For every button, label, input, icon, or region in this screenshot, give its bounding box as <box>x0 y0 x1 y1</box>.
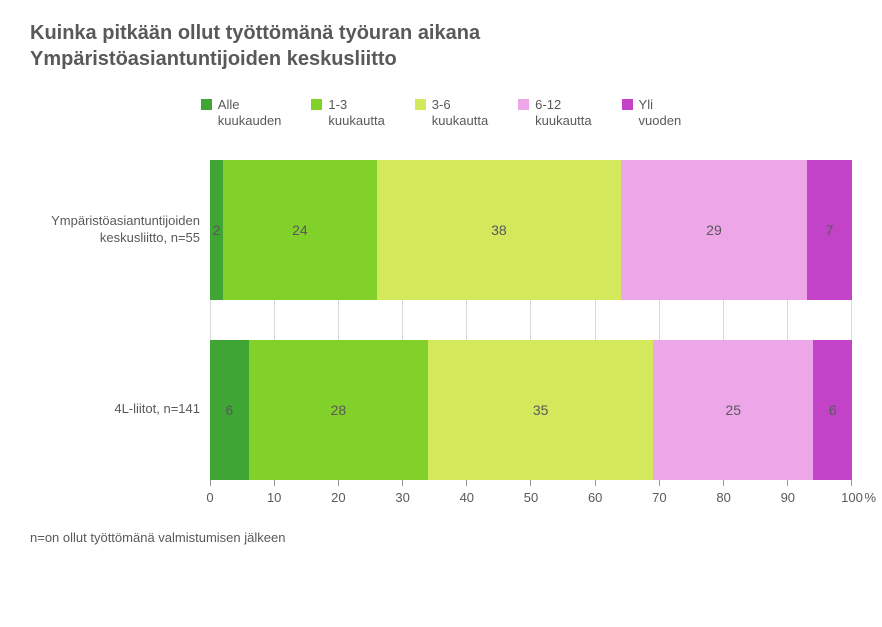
bar-segment: 24 <box>223 160 377 300</box>
legend-label: 6-12kuukautta <box>535 97 591 130</box>
x-tick-label: 90 <box>781 490 795 505</box>
legend-swatch <box>201 99 212 110</box>
legend-label: Allekuukauden <box>218 97 282 130</box>
bar-segment: 7 <box>807 160 852 300</box>
x-axis: % 0102030405060708090100 <box>30 490 852 510</box>
bar-row: 22438297 <box>210 160 852 300</box>
x-tick-label: 70 <box>652 490 666 505</box>
title-line-2: Ympäristöasiantuntijoiden keskusliitto <box>30 46 852 72</box>
tick-mark <box>787 480 788 486</box>
x-tick-labels: % 0102030405060708090100 <box>210 490 852 510</box>
footnote: n=on ollut työttömänä valmistumisen jälk… <box>30 530 852 545</box>
x-axis-unit: % <box>864 490 876 505</box>
bar-segment: 28 <box>249 340 429 480</box>
legend-item: 3-6kuukautta <box>415 97 488 130</box>
legend-item: Ylivuoden <box>622 97 682 130</box>
tick-mark <box>851 480 852 486</box>
bars-container: 2243829762835256 <box>210 160 852 480</box>
title-line-1: Kuinka pitkään ollut työttömänä työuran … <box>30 20 852 46</box>
legend-label: Ylivuoden <box>639 97 682 130</box>
bar-segment: 35 <box>428 340 653 480</box>
bar-row: 62835256 <box>210 340 852 480</box>
legend-swatch <box>622 99 633 110</box>
x-tick-label: 80 <box>716 490 730 505</box>
plot-area: 2243829762835256 <box>210 160 852 480</box>
legend-swatch <box>311 99 322 110</box>
x-tick-label: 0 <box>206 490 213 505</box>
tick-mark <box>466 480 467 486</box>
category-label: 4L-liitot, n=141 <box>30 340 210 480</box>
tick-marks <box>210 480 852 486</box>
tick-mark <box>723 480 724 486</box>
x-tick-label: 60 <box>588 490 602 505</box>
tick-mark <box>530 480 531 486</box>
legend-label: 1-3kuukautta <box>328 97 384 130</box>
tick-mark <box>274 480 275 486</box>
x-tick-label: 30 <box>395 490 409 505</box>
tick-mark <box>210 480 211 486</box>
tick-mark <box>338 480 339 486</box>
bar-segment: 25 <box>653 340 814 480</box>
bar-segment: 6 <box>813 340 852 480</box>
legend-swatch <box>415 99 426 110</box>
legend-label: 3-6kuukautta <box>432 97 488 130</box>
bar-segment: 38 <box>377 160 621 300</box>
category-label: Ympäristöasiantuntijoidenkeskusliitto, n… <box>30 160 210 300</box>
chart-area: Ympäristöasiantuntijoidenkeskusliitto, n… <box>30 160 852 480</box>
x-tick-label: 20 <box>331 490 345 505</box>
tick-mark <box>595 480 596 486</box>
legend: Allekuukauden 1-3kuukautta 3-6kuukautta 6-1… <box>30 97 852 130</box>
bar-segment: 2 <box>210 160 223 300</box>
legend-item: Allekuukauden <box>201 97 282 130</box>
x-tick-label: 10 <box>267 490 281 505</box>
x-tick-label: 100 <box>841 490 863 505</box>
legend-item: 1-3kuukautta <box>311 97 384 130</box>
x-tick-label: 40 <box>460 490 474 505</box>
y-axis-labels: Ympäristöasiantuntijoidenkeskusliitto, n… <box>30 160 210 480</box>
legend-swatch <box>518 99 529 110</box>
legend-item: 6-12kuukautta <box>518 97 591 130</box>
x-tick-label: 50 <box>524 490 538 505</box>
bar-segment: 6 <box>210 340 249 480</box>
chart-title: Kuinka pitkään ollut työttömänä työuran … <box>30 20 852 72</box>
tick-mark <box>402 480 403 486</box>
bar-segment: 29 <box>621 160 807 300</box>
tick-mark <box>659 480 660 486</box>
